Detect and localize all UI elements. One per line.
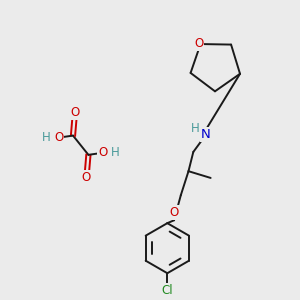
- Text: H: H: [42, 131, 50, 144]
- Text: O: O: [54, 131, 63, 144]
- Text: O: O: [82, 171, 91, 184]
- Text: O: O: [169, 206, 179, 219]
- Text: H: H: [111, 146, 120, 159]
- Text: O: O: [194, 37, 203, 50]
- Text: H: H: [191, 122, 200, 135]
- Text: N: N: [201, 128, 211, 141]
- Text: O: O: [98, 146, 107, 159]
- Text: Cl: Cl: [161, 284, 173, 297]
- Text: O: O: [70, 106, 80, 119]
